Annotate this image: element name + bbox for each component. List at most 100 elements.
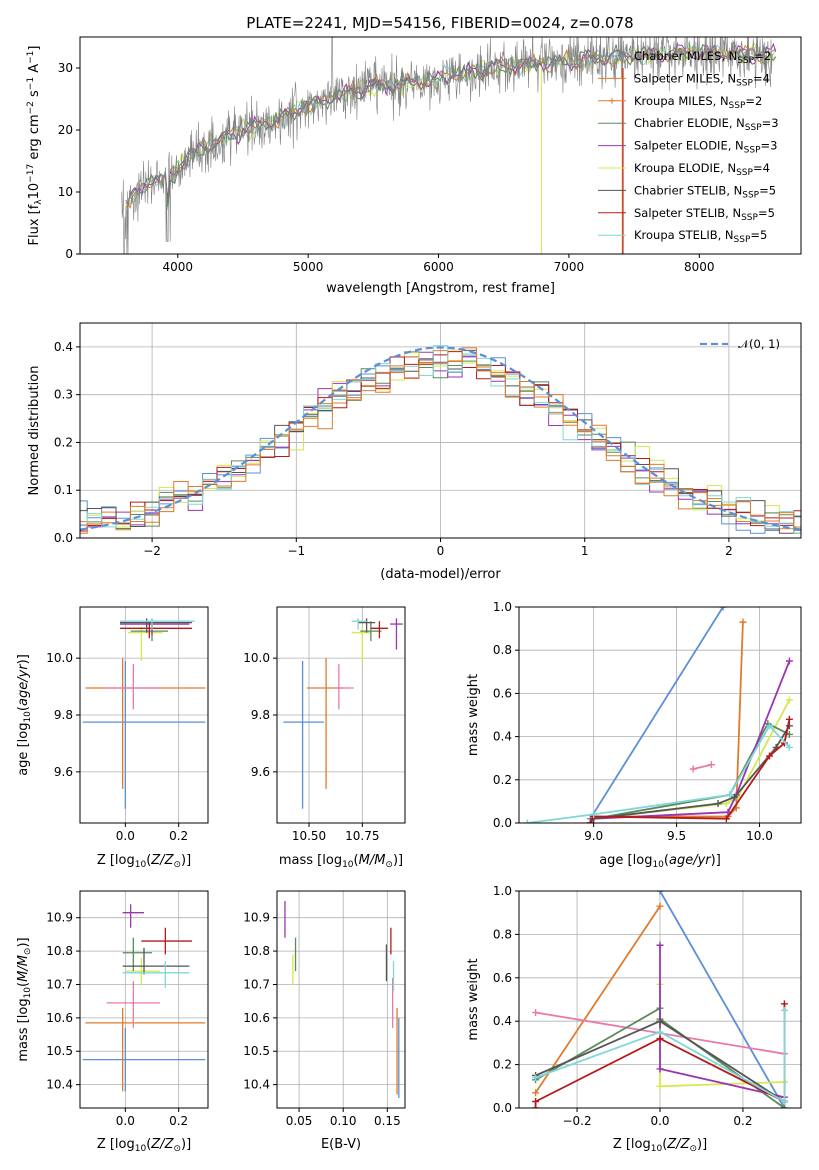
y-tick-label: 10.6 [46,1011,73,1025]
x-tick-label: 0.15 [374,1114,401,1128]
y-tick-label: 10.5 [46,1044,73,1058]
data-point [785,657,793,665]
x-tick-label: 0.05 [286,1114,313,1128]
x-tick-label: 10.0 [746,829,773,843]
legend-entry: Kroupa STELIB, NSSP=5 [634,228,767,245]
residual-histogram [80,351,801,534]
legend-entry: Chabrier STELIB, NSSP=5 [634,183,776,200]
age-vs-mass-panel: 10.50 10.75 9.6 9.8 10.0 mass [log10(M/M⊙)] [243,606,406,870]
legend-entry: 𝒩(0, 1) [738,337,780,351]
data-point [532,1104,540,1108]
residual-histogram [80,351,801,532]
x-tick-label: 0 [437,544,445,558]
y-tick-label: 10.9 [243,911,270,925]
data-point [656,1028,664,1036]
x-tick-label: 0.2 [169,1114,188,1128]
y-tick-label: 9.8 [54,708,73,722]
x-axis-label: wavelength [Angstrom, rest frame] [326,281,555,296]
plot-area [121,37,777,254]
y-tick-label: 0.2 [54,435,73,449]
plot-area [284,901,400,1098]
x-tick-label: 0.0 [116,1114,135,1128]
data-point [656,902,664,910]
axes-frame [518,606,802,824]
x-axis-label: Z [log10(Z/Z⊙)] [97,1137,191,1154]
x-tick-label: 0.0 [116,829,135,843]
y-tick-label: 0.1 [54,483,73,497]
data-point [726,791,734,799]
data-point [656,891,664,895]
x-tick-label: 9.0 [584,829,603,843]
y-axis-label: mass [log10(M/M⊙)] [16,937,33,1061]
data-point [532,1097,540,1105]
data-point [785,696,793,704]
mass-weight-line [659,891,786,1108]
x-axis-label: E(B-V) [321,1137,361,1152]
y-axis-label: Flux [fλ10−17 erg cm−2 s−1 A−1] [26,46,44,246]
y-tick-label: 10.7 [243,977,270,991]
plot-area [523,607,793,823]
y-tick-label: 10.0 [46,651,73,665]
mass-weight-line [593,622,744,818]
y-tick-label: 10.4 [46,1078,73,1092]
y-tick-label: 10.5 [243,1044,270,1058]
x-axis-label: (data-model)/error [380,567,501,582]
legend-entry: Kroupa ELODIE, NSSP=4 [634,161,770,178]
x-tick-label: 8000 [684,260,715,274]
age-vs-z-panel: 0.0 0.2 9.6 9.8 10.0 Z [log10(Z/Z⊙)] age [log1… [16,606,209,870]
y-tick-label: 30 [58,61,73,75]
data-point [765,752,773,760]
y-tick-label: 0.0 [54,531,73,545]
y-tick-label: 0.2 [493,773,512,787]
y-tick-label: 0.6 [493,971,512,985]
x-tick-label: 0.10 [330,1114,357,1128]
data-point [523,819,531,823]
y-axis-label: age [log10(age/yr)] [16,654,33,776]
data-point [532,1089,540,1097]
y-tick-label: 10.8 [243,944,270,958]
mass-weight-line [593,660,791,820]
x-tick-label: −0.2 [562,1114,591,1128]
plot-area [532,891,788,1108]
plot-area [82,618,206,809]
data-point [765,722,773,730]
x-tick-label: 2 [725,544,733,558]
x-tick-label: 9.5 [667,829,686,843]
data-point [785,715,793,723]
y-tick-label: 0.8 [493,643,512,657]
y-tick-label: 20 [58,123,73,137]
data-point [739,618,747,626]
plot-area [82,904,206,1092]
y-tick-label: 10 [58,185,73,199]
y-tick-label: 10.0 [243,651,270,665]
y-tick-label: 9.6 [54,765,73,779]
legend-entry: Salpeter ELODIE, NSSP=3 [634,139,777,156]
spectrum-panel: 4000 5000 6000 7000 8000 0 10 20 30 wavelength [A… [26,36,802,296]
plot-area [283,618,403,809]
x-tick-label: 0.0 [650,1114,669,1128]
x-axis-label: Z [log10(Z/Z⊙)] [613,1137,707,1154]
residual-histogram [80,350,801,531]
x-tick-label: 0.2 [169,829,188,843]
y-axis-label: mass weight [466,674,481,756]
y-tick-label: 10.8 [46,944,73,958]
data-point [780,1006,788,1014]
y-axis-label: mass weight [466,958,481,1040]
plot-area [80,345,801,534]
data-point [590,810,598,818]
data-point [586,819,594,823]
residual-histogram [80,351,801,531]
data-point [532,1009,540,1017]
x-tick-label: 6000 [423,260,454,274]
data-point [731,793,739,801]
y-tick-label: 0.0 [493,816,512,830]
data-point [780,1000,788,1008]
y-tick-label: 0.4 [493,1014,512,1028]
data-point [707,761,715,769]
mass-weight-line [535,1010,786,1104]
data-point [780,1097,788,1105]
data-point [780,1104,788,1108]
axes-frame [79,36,802,255]
x-tick-label: −2 [143,544,161,558]
x-tick-label: −1 [287,544,305,558]
